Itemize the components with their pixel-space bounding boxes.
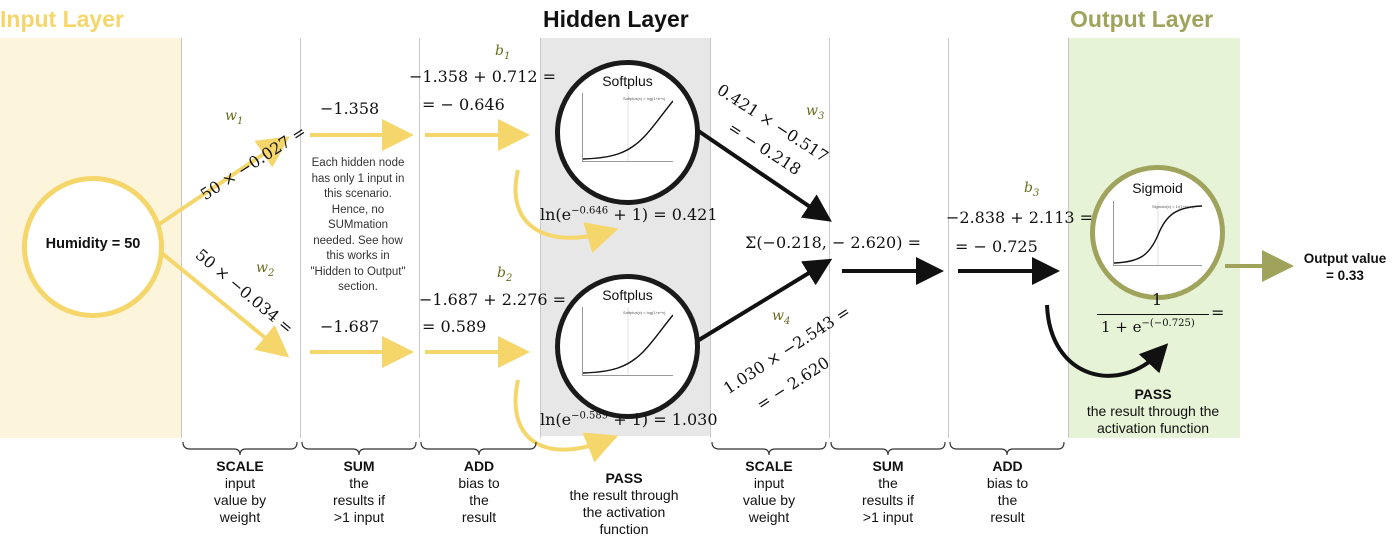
caption-line: bias to [986,475,1029,491]
caption-line: the [469,492,489,508]
output-value: Output value = 0.33 [1290,250,1400,284]
output-sum-expression: Σ(−0.218, − 2.620) = [745,233,921,252]
caption-line: the [997,492,1018,508]
sum-value-bottom: −1.687 [320,317,380,336]
caption-line: weight [748,509,790,525]
output-layer-title: Output Layer [1070,6,1214,32]
caption-scale-1-title: SCALE [216,458,264,474]
softplus-top-label: Softplus [602,73,653,89]
bias-b3-line2: = − 0.725 [955,237,1038,256]
softplus-bottom-label: Softplus [602,287,653,303]
caption-line: value by [742,492,796,508]
sigmoid-numerator: 1 [1152,290,1163,309]
caption-add-1-title: ADD [463,458,495,474]
softplus-bottom-plot: Softplus(x) = log(1+e^x) [582,307,674,376]
bias-b3-label: b3 [1024,180,1040,199]
weight-w1-label: w1 [225,108,244,127]
weight-w2-label: w2 [256,260,275,279]
column-add-2 [948,38,1069,438]
softplus-top-curve [582,93,674,161]
caption-line: the [878,475,898,491]
output-value-line2: = 0.33 [1326,268,1364,283]
caption-line: bias to [458,475,500,491]
caption-pass-1-title: PASS [605,470,643,486]
caption-line: result [461,509,497,525]
caption-line: results if [332,492,386,508]
softplus-bottom-curve [582,307,674,375]
softplus-top-plot: Softplus(x) = log(1+e^x) [582,93,674,162]
caption-line: input [224,475,256,491]
caption-line: result [990,509,1025,525]
caption-line: weight [219,509,261,525]
caption-line: function [599,521,649,537]
caption-pass-1: PASS the result through the activation f… [548,470,700,538]
caption-scale-2: SCALE input value by weight [712,458,826,526]
caption-line: the result through [569,487,679,503]
softplus-top-result: ln(e−0.646 + 1) = 0.421 [540,205,718,224]
column-sum-1 [300,38,420,438]
caption-scale-2-title: SCALE [745,458,793,474]
bias-b1-line2: = − 0.646 [422,95,505,114]
caption-line: value by [213,492,267,508]
column-add-1 [419,38,541,438]
bias-b2-line2: = 0.589 [422,317,487,336]
hidden-node-note: Each hidden node has only 1 input in thi… [310,157,406,293]
caption-add-2: ADD bias to the result [950,458,1065,526]
caption-sum-2: SUM the results if >1 input [831,458,945,526]
output-value-line1: Output value [1303,251,1387,266]
output-pass-line2: activation function [1096,420,1210,436]
sigmoid-fraction-bar [1097,314,1209,315]
input-layer-title: Input Layer [0,6,124,32]
sigmoid-label: Sigmoid [1132,180,1183,196]
softplus-node-bottom: Softplus Softplus(x) = log(1+e^x) [555,274,700,419]
softplus-bottom-legend: Softplus(x) = log(1+e^x) [623,310,666,315]
column-sum-2 [829,38,949,438]
caption-scale-1: SCALE input value by weight [183,458,297,526]
caption-sum-1: SUM the results if >1 input [302,458,416,526]
caption-line: the [349,475,369,491]
output-pass-caption: PASS the result through the activation f… [1072,386,1234,437]
hidden-layer-title: Hidden Layer [543,6,689,32]
bias-b1-label: b1 [495,43,511,62]
softplus-node-top: Softplus Softplus(x) = log(1+e^x) [555,60,700,205]
weight-w3-label: w3 [806,103,825,122]
caption-sum-1-title: SUM [343,458,375,474]
caption-sum-2-title: SUM [872,458,904,474]
softplus-bottom-result: ln(e−0.589 + 1) = 1.030 [540,410,718,429]
softplus-top-legend: Softplus(x) = log(1+e^x) [623,96,666,101]
column-scale-1 [181,38,301,438]
caption-add-2-title: ADD [992,458,1023,474]
sigmoid-equals: = [1211,303,1225,322]
bias-b2-line1: −1.687 + 2.276 = [419,290,567,309]
output-pass-title: PASS [1134,386,1172,402]
caption-line: >1 input [333,509,385,525]
weight-w4-label: w4 [772,308,791,327]
sigmoid-curve [1113,201,1203,265]
output-pass-line1: the result through the [1086,403,1220,419]
sigmoid-legend: Sigmoid(x) = 1/(1+e^-x) [1152,204,1194,209]
sigmoid-denominator: 1 + e−(−0.725) [1101,318,1195,336]
input-node: Humidity = 50 [22,176,164,318]
caption-line: input [753,475,785,491]
bias-b1-line1: −1.358 + 0.712 = [409,67,557,86]
sigmoid-node: Sigmoid Sigmoid(x) = 1/(1+e^-x) [1090,165,1225,300]
input-node-label: Humidity = 50 [45,236,141,252]
bias-b2-label: b2 [497,265,513,284]
caption-add-1: ADD bias to the result [421,458,537,526]
bias-b3-line1: −2.838 + 2.113 = [946,208,1094,227]
sum-value-top: −1.358 [320,99,380,118]
sigmoid-plot: Sigmoid(x) = 1/(1+e^-x) [1113,201,1203,266]
caption-line: >1 input [862,509,914,525]
caption-line: the activation [582,504,666,520]
caption-line: results if [861,492,915,508]
